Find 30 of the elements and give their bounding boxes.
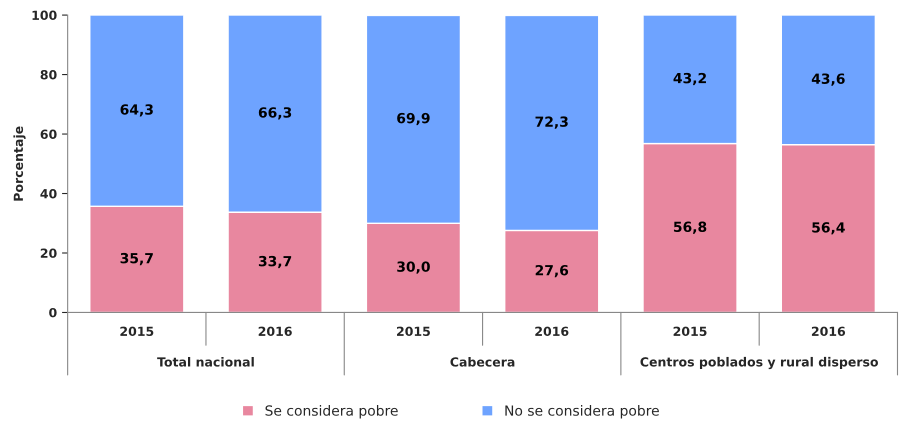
- x-tick-label: 2016: [535, 326, 568, 336]
- text: Centros poblados y rural disperso: [640, 356, 878, 370]
- data-label: 43,6: [812, 73, 845, 86]
- text: Total nacional: [157, 356, 254, 367]
- data-label: 72,3: [536, 116, 568, 129]
- legend-label: Se considera pobre: [266, 405, 398, 418]
- data-label: 35,7: [120, 252, 153, 266]
- y-axis-title: Porcentaje: [13, 126, 26, 201]
- y-tick-label: 20: [40, 248, 57, 258]
- data-label: 27,6: [536, 264, 568, 278]
- data-label: 43,2: [674, 72, 706, 86]
- data-label: 69,9: [397, 112, 430, 126]
- data-label: 56,4: [812, 222, 845, 234]
- legend-label: No se considera pobre: [505, 405, 659, 418]
- data-label: 33,7: [258, 256, 292, 268]
- data-label: 56,8: [674, 222, 706, 234]
- x-tick-label: 2016: [258, 326, 292, 336]
- x-tick-label: 2015: [120, 326, 154, 336]
- y-tick-label: 80: [40, 70, 57, 80]
- y-tick-label: 60: [40, 130, 57, 139]
- data-label: 30,0: [397, 261, 430, 274]
- data-label: 64,3: [120, 104, 153, 116]
- x-tick-label: 2016: [812, 326, 846, 336]
- y-tick-label: 40: [40, 188, 57, 198]
- y-tick-label: 0: [49, 308, 57, 318]
- y-tick-label: 100: [32, 10, 57, 20]
- text: Cabecera: [450, 356, 514, 367]
- data-label: 66,3: [258, 107, 292, 120]
- x-tick-label: 2015: [674, 326, 707, 336]
- x-tick-label: 2015: [397, 326, 430, 336]
